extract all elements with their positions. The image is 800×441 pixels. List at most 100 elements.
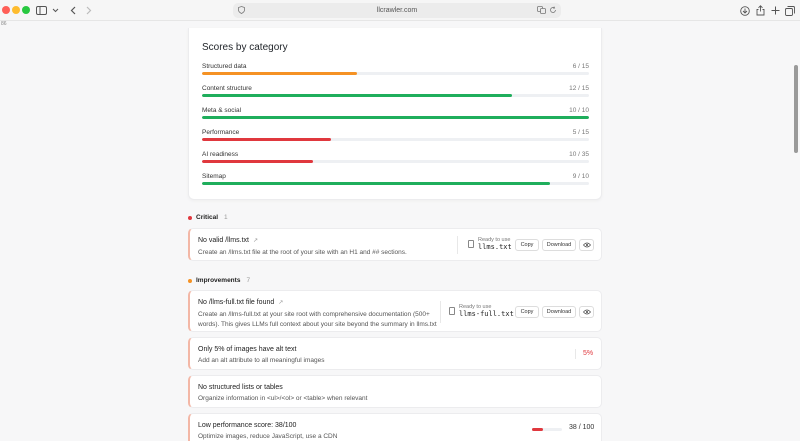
scores-title: Scores by category [202, 42, 288, 53]
zoom-window-button[interactable] [22, 6, 30, 14]
translate-icon[interactable] [537, 6, 546, 14]
performance-bar-fill [532, 428, 544, 431]
ready-file-info: Ready to use llms-full.txt [449, 304, 514, 318]
ready-file-name: llms.txt [478, 243, 512, 251]
ready-file-info: Ready to use llms.txt [468, 237, 512, 251]
score-value: 5 / 15 [572, 129, 589, 136]
external-link-icon[interactable]: ↗ [252, 238, 258, 244]
forward-button[interactable] [82, 3, 96, 18]
shield-icon [238, 6, 245, 14]
score-label: Meta & social [202, 107, 242, 114]
chevron-right-icon [86, 6, 92, 15]
score-track [202, 116, 589, 119]
performance-bar [532, 428, 562, 431]
improvements-count: 7 [246, 277, 251, 284]
scroll-thumb[interactable] [794, 65, 798, 153]
sidebar-toggle-button[interactable] [34, 3, 60, 18]
download-button[interactable]: Download [542, 306, 576, 318]
divider [440, 301, 441, 323]
score-value: 10 / 35 [569, 151, 589, 158]
eye-icon [582, 309, 591, 315]
improvements-section-header: Improvements 7 [188, 277, 250, 284]
score-track [202, 72, 589, 75]
address-bar[interactable]: llcrawler.com [233, 3, 561, 18]
issue-title: Only 5% of images have alt text [198, 346, 297, 353]
score-fill [202, 72, 357, 75]
issue-description: Optimize images, reduce JavaScript, use … [198, 433, 338, 440]
score-row: Content structure 12 / 15 [202, 85, 589, 105]
score-row: Performance 5 / 15 [202, 129, 589, 149]
alt-text-percentage: 5% [583, 350, 594, 357]
score-value: 12 / 15 [569, 85, 589, 92]
download-icon [740, 5, 750, 16]
critical-dot [188, 215, 192, 220]
issue-description: Create an /llms-full.txt at your site ro… [198, 310, 437, 329]
score-track [202, 160, 589, 163]
copy-button[interactable]: Copy [515, 306, 539, 318]
score-track [202, 182, 589, 185]
file-icon [449, 307, 455, 315]
score-row: Meta & social 10 / 10 [202, 107, 589, 127]
score-track [202, 94, 589, 97]
issue-title: Low performance score: 38/100 [198, 422, 297, 429]
tab-overview-button[interactable] [783, 3, 797, 18]
share-icon [756, 5, 764, 16]
divider [457, 236, 458, 254]
score-track [202, 138, 589, 141]
issue-title-text: No valid /llms.txt [198, 237, 249, 244]
issue-card-alt-text: Only 5% of images have alt text Add an a… [188, 337, 602, 370]
divider [575, 349, 576, 359]
scrollbar[interactable] [792, 21, 800, 441]
description-line-1: Create an /llms-full.txt at your site ro… [198, 311, 430, 318]
preview-button[interactable] [579, 239, 594, 251]
eye-icon [582, 242, 591, 248]
ready-file-name: llms-full.txt [459, 310, 514, 318]
download-button[interactable]: Download [542, 239, 576, 251]
issue-card-structured-lists: No structured lists or tables Organize i… [188, 375, 602, 408]
performance-score: 38 / 100 [569, 424, 595, 431]
score-label: AI readiness [202, 151, 239, 158]
score-fill [202, 116, 589, 119]
issue-description: Organize information in <ul>/<ol> or <ta… [198, 395, 368, 402]
file-icon [468, 240, 474, 248]
issue-title: No valid /llms.txt ↗ [198, 237, 258, 244]
critical-section-header: Critical 1 [188, 214, 228, 221]
copy-button[interactable]: Copy [515, 239, 539, 251]
external-link-icon[interactable]: ↗ [278, 300, 284, 306]
critical-label: Critical [196, 214, 219, 221]
score-label: Performance [202, 129, 240, 136]
downloads-button[interactable] [738, 3, 752, 18]
score-row: AI readiness 10 / 35 [202, 151, 589, 171]
chevron-left-icon [70, 6, 76, 15]
score-fill [202, 182, 551, 185]
issue-title: No structured lists or tables [198, 384, 283, 391]
issue-card-llms-full: No /llms-full.txt file found ↗ Create an… [188, 290, 602, 332]
score-fill [202, 138, 331, 141]
issue-card-llms-txt: No valid /llms.txt ↗ Create an /llms.txt… [188, 228, 602, 261]
improvements-label: Improvements [196, 277, 241, 284]
new-tab-button[interactable] [768, 3, 782, 18]
score-value: 6 / 15 [572, 63, 589, 70]
score-label: Structured data [202, 63, 247, 70]
close-window-button[interactable] [2, 6, 10, 14]
score-label: Content structure [202, 85, 252, 92]
score-row: Sitemap 9 / 10 [202, 173, 589, 193]
improvements-dot [188, 278, 192, 283]
chevron-down-icon [52, 8, 58, 13]
description-line-2: words). This gives LLMs full context abo… [198, 320, 437, 328]
preview-button[interactable] [579, 306, 594, 318]
share-button[interactable] [753, 3, 767, 18]
score-row: Structured data 6 / 15 [202, 63, 589, 83]
issue-description: Add an alt attribute to all meaningful i… [198, 357, 325, 364]
minimize-window-button[interactable] [12, 6, 20, 14]
issue-title: No /llms-full.txt file found ↗ [198, 299, 283, 306]
sidebar-icon [35, 6, 47, 15]
side-counter: 86 [1, 21, 7, 27]
back-button[interactable] [66, 3, 80, 18]
score-label: Sitemap [202, 173, 226, 180]
tabs-icon [785, 5, 795, 16]
reload-icon[interactable] [549, 6, 557, 14]
score-value: 9 / 10 [572, 173, 589, 180]
issue-title-text: No /llms-full.txt file found [198, 299, 275, 306]
scores-card: Scores by category Structured data 6 / 15… [188, 28, 602, 200]
